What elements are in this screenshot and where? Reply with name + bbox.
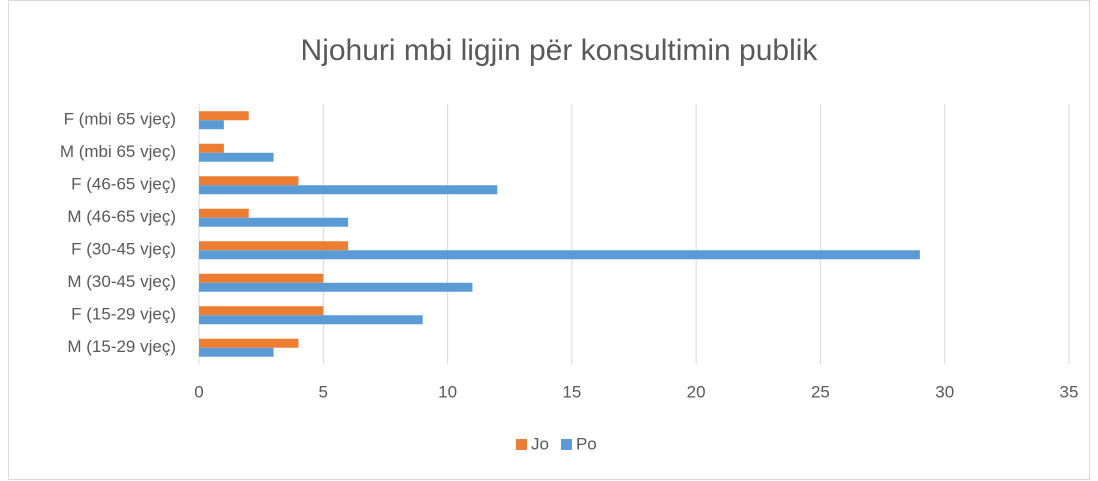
bar: [199, 217, 349, 227]
bar: [199, 143, 224, 153]
chart-title: Njohuri mbi ligjin për konsultimin publi…: [301, 34, 819, 67]
bar: [199, 111, 249, 121]
bar: [199, 241, 349, 251]
bar: [199, 315, 423, 325]
y-tick-label: M (15-29 vjeç): [67, 337, 176, 356]
x-tick-label: 10: [438, 382, 457, 401]
bar: [199, 120, 224, 130]
legend-swatch: [560, 439, 572, 450]
bar: [199, 208, 249, 218]
x-tick-label: 5: [319, 382, 328, 401]
bar: [199, 338, 299, 348]
y-tick-label: M (46-65 vjeç): [67, 207, 176, 226]
bar: [199, 273, 324, 283]
y-tick-label: F (mbi 65 vjeç): [64, 110, 176, 129]
bar: [199, 176, 299, 186]
bar: [199, 185, 498, 195]
y-tick-label: M (mbi 65 vjeç): [60, 142, 176, 161]
legend-label: Po: [576, 434, 597, 453]
legend-swatch: [516, 439, 527, 450]
x-tick-label: 30: [935, 382, 954, 401]
x-tick-label: 15: [562, 382, 581, 401]
bar: [199, 152, 274, 162]
bar: [199, 250, 920, 260]
y-tick-label: M (30-45 vjeç): [67, 272, 176, 291]
x-tick-label: 25: [811, 382, 830, 401]
y-tick-label: F (46-65 vjeç): [71, 175, 176, 194]
bar: [199, 306, 324, 316]
legend-label: Jo: [531, 434, 549, 453]
chart-border: [8, 0, 1090, 480]
x-tick-label: 0: [194, 382, 203, 401]
bar: [199, 347, 274, 357]
x-tick-label: 20: [687, 382, 706, 401]
y-tick-label: F (15-29 vjeç): [71, 305, 176, 324]
bar: [199, 282, 473, 292]
y-tick-label: F (30-45 vjeç): [71, 240, 176, 259]
x-tick-label: 35: [1060, 382, 1079, 401]
